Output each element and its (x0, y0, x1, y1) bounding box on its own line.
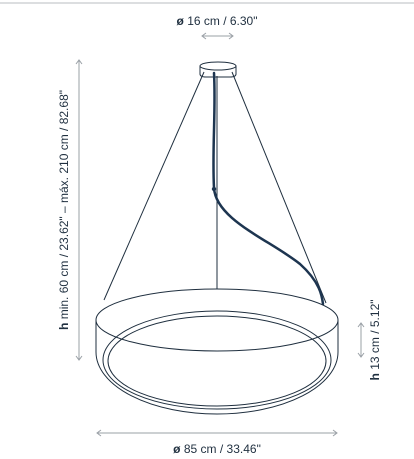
ring-height-label: h 13 cm / 5.12" (368, 300, 382, 381)
ring-diameter-label: ø 85 cm / 33.46" (173, 442, 261, 456)
suspension-cables (103, 71, 327, 304)
ring-height-arrow (357, 322, 365, 358)
canopy-diameter-arrow (201, 32, 234, 40)
ring-body (95, 288, 339, 415)
suspension-height-symbol: h (57, 323, 71, 330)
canopy (199, 61, 237, 78)
ring-diameter-value: 85 cm / 33.46" (184, 442, 261, 456)
cable-clamp (211, 186, 217, 192)
power-cable (212, 71, 325, 306)
suspension-height-value: min. 60 cm / 23.62" – máx. 210 cm / 82.6… (57, 90, 71, 319)
canopy-diameter-value: 16 cm / 6.30" (187, 14, 257, 28)
ring-height-symbol: h (368, 373, 382, 380)
canopy-diameter-symbol: ø (177, 14, 185, 28)
ring-height-value: 13 cm / 5.12" (368, 300, 382, 370)
ring-diameter-arrow (96, 429, 338, 437)
suspension-height-arrow (75, 59, 83, 361)
ring-diameter-symbol: ø (173, 442, 181, 456)
suspension-height-label: h min. 60 cm / 23.62" – máx. 210 cm / 82… (57, 90, 71, 330)
canopy-diameter-label: ø 16 cm / 6.30" (177, 14, 258, 28)
